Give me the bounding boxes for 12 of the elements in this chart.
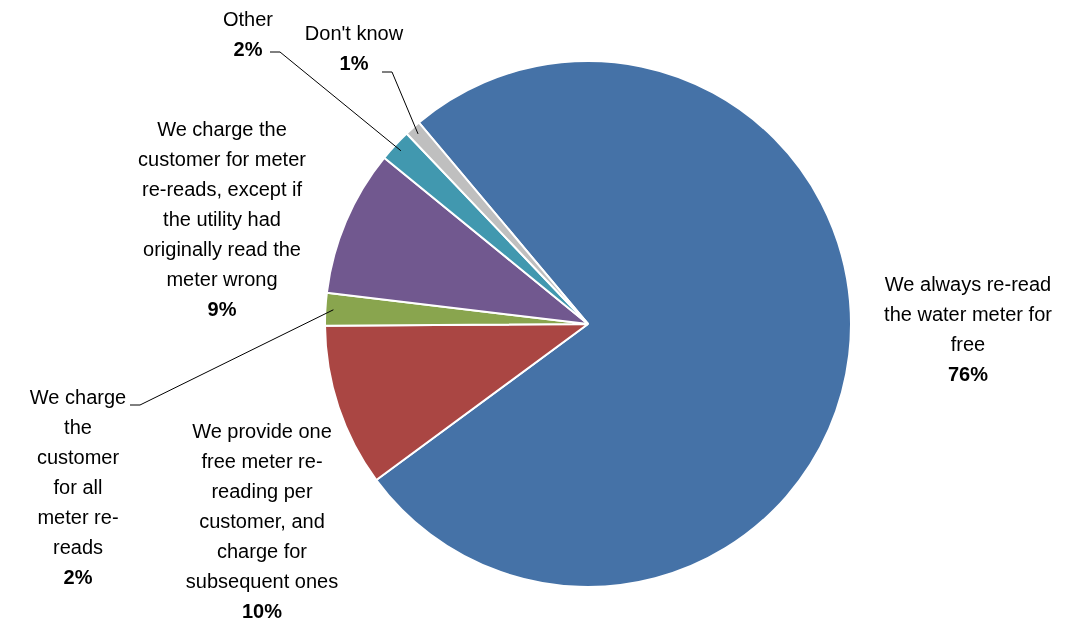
slice-label: Don't know (304, 21, 404, 44)
data-label: 2% (233, 37, 263, 60)
data-label: 76% (947, 362, 989, 385)
slice-label: We provide one free meter re-reading per customer, and charge for subsequent ones (185, 419, 339, 592)
data-label: 1% (339, 51, 369, 74)
slice-label: Other (222, 7, 274, 30)
data-label: 2% (63, 565, 93, 588)
slice-label: We charge the customer for meter re-reads, except if the utility had originally read the meter wrong (138, 117, 307, 290)
data-label: 9% (207, 297, 237, 320)
slice-label: We charge the customer for all meter re-reads (29, 385, 127, 558)
slice-label: We always re-read the water meter for free (884, 272, 1053, 355)
data-label: 10% (241, 599, 283, 622)
